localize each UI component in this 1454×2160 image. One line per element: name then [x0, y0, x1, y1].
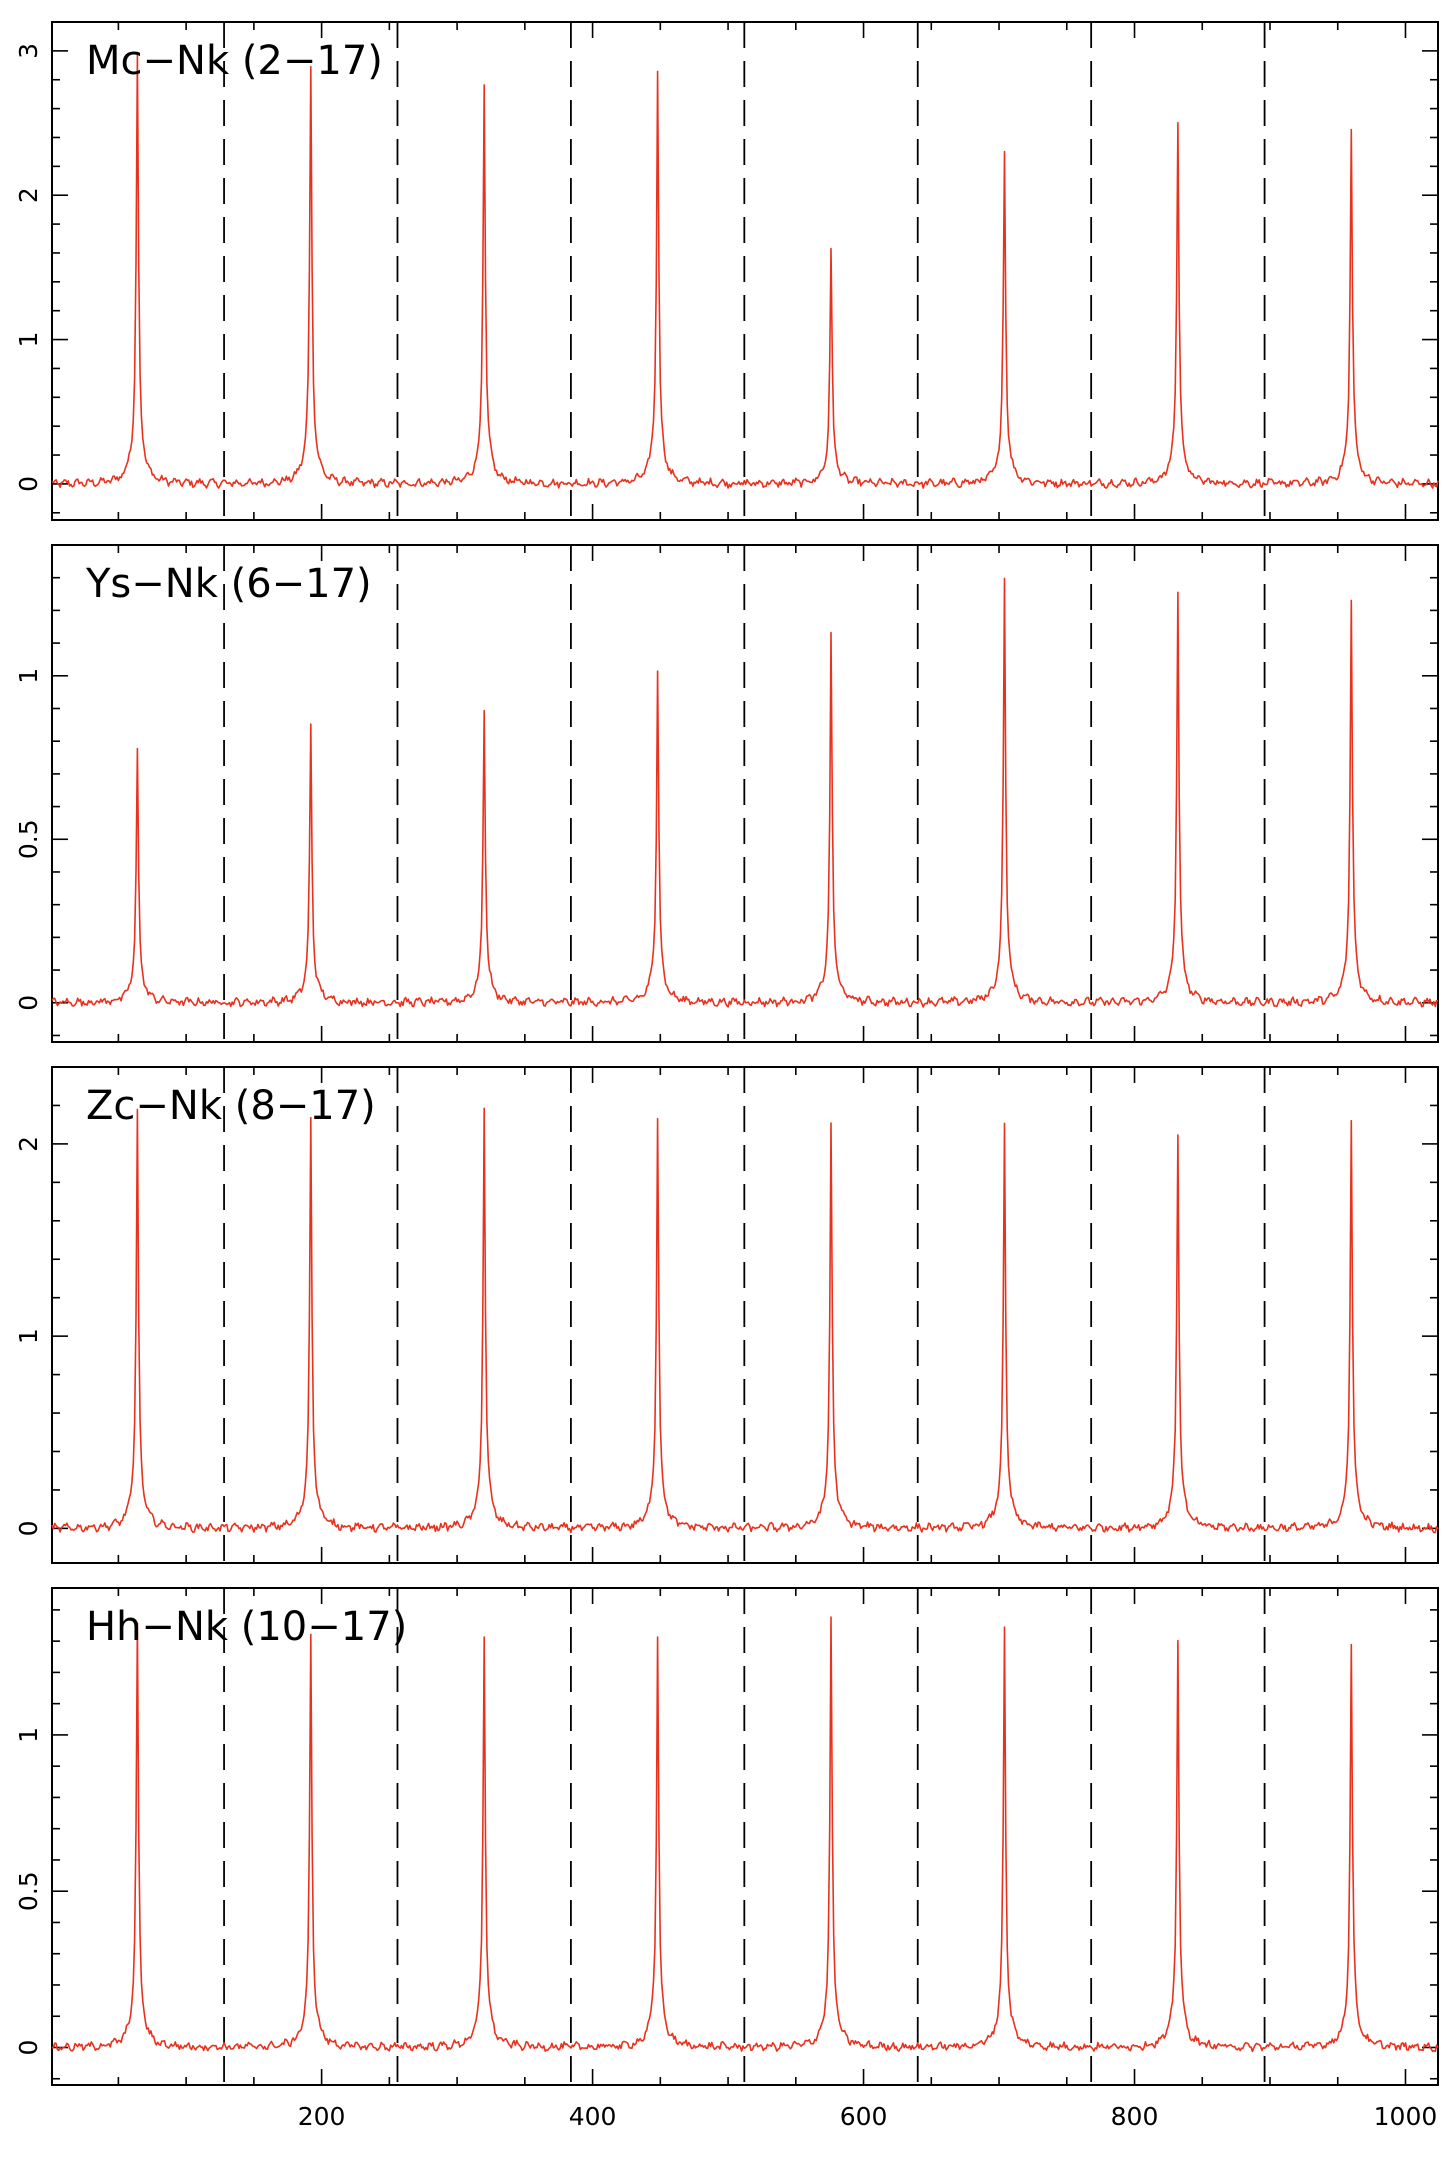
y-tick-label: 1	[14, 1328, 43, 1344]
peak-point	[1349, 1169, 1353, 1173]
peak-point	[135, 1674, 139, 1678]
y-tick-label: 0.5	[14, 819, 43, 859]
peak-point	[656, 1686, 660, 1690]
peak-point	[1349, 648, 1353, 652]
x-tick-label: 800	[1111, 2102, 1159, 2131]
x-tick-label: 400	[569, 2102, 617, 2131]
spectrum-trace	[51, 53, 1439, 489]
peak-point	[1176, 1182, 1180, 1186]
y-tick-label: 0	[14, 995, 43, 1011]
peak-point	[482, 1683, 486, 1687]
y-tick-label: 0	[14, 476, 43, 492]
peak-point	[1349, 172, 1353, 176]
peak-point	[829, 1173, 833, 1177]
peak-point	[309, 759, 313, 763]
y-tick-label: 0	[14, 1520, 43, 1536]
peak-point	[829, 278, 833, 282]
panel-title: Zc−Nk (8−17)	[86, 1083, 376, 1129]
y-tick-label: 2	[14, 187, 43, 203]
peak-point	[309, 1686, 313, 1690]
x-tick-label: 1000	[1374, 2102, 1438, 2131]
y-tick-label: 1	[14, 332, 43, 348]
peak-point	[135, 778, 139, 782]
peak-point	[656, 706, 660, 710]
panel-hh-nk: 0 0.5 1 200 400 600 800 1000 Hh−Nk (10−17)	[14, 1587, 1439, 2131]
peak-point	[309, 1165, 313, 1169]
peak-point	[1002, 1175, 1006, 1179]
peak-point	[656, 1165, 660, 1169]
peak-point	[1176, 164, 1180, 168]
peak-point	[656, 121, 660, 125]
panel-mc-nk: 0 1 2 3 Mc−Nk (2−17)	[14, 21, 1439, 521]
peak-point	[1176, 641, 1180, 645]
peak-point	[1002, 631, 1006, 635]
peak-point	[482, 1155, 486, 1159]
peak-point	[135, 104, 139, 108]
y-tick-label: 0.5	[14, 1871, 43, 1911]
peak-point	[482, 742, 486, 746]
y-tick-label: 0	[14, 2040, 43, 2056]
peak-point	[1176, 1686, 1180, 1690]
y-tick-label: 1	[14, 668, 43, 684]
peak-point	[1002, 1680, 1006, 1684]
peak-point	[1002, 189, 1006, 193]
peak-point	[829, 680, 833, 684]
panel-ys-nk: 0 0.5 1 Ys−Nk (6−17)	[14, 544, 1439, 1043]
peak-point	[135, 1161, 139, 1165]
y-tick-label: 2	[14, 1136, 43, 1152]
panel-title: Mc−Nk (2−17)	[86, 38, 383, 84]
y-tick-label: 1	[14, 1727, 43, 1743]
x-tick-label: 200	[298, 2102, 346, 2131]
panel-zc-nk: 0 1 2 Zc−Nk (8−17)	[14, 1066, 1439, 1564]
peak-point	[482, 131, 486, 135]
peak-point	[829, 1670, 833, 1674]
panel-title: Hh−Nk (10−17)	[86, 1604, 407, 1650]
spectrum-trace	[51, 577, 1439, 1008]
spectrum-trace	[51, 1616, 1439, 2053]
y-tick-label: 3	[14, 43, 43, 59]
spectrum-trace	[51, 1107, 1439, 1534]
peak-point	[309, 115, 313, 119]
peak-point	[1349, 1689, 1353, 1693]
panel-title: Ys−Nk (6−17)	[85, 561, 372, 607]
x-tick-label: 600	[840, 2102, 888, 2131]
